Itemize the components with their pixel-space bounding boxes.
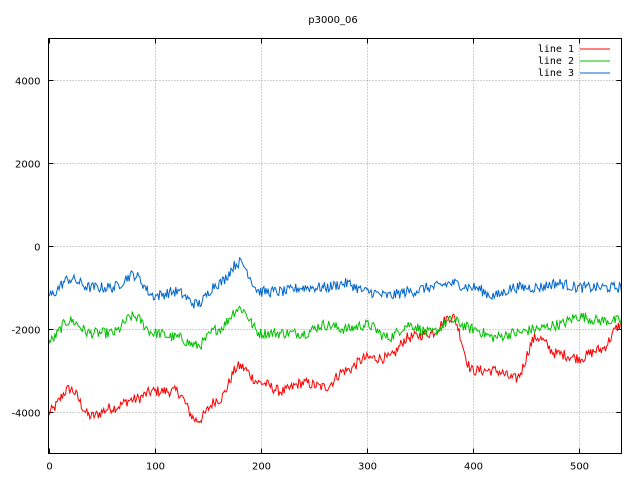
plot-frame — [48, 38, 622, 454]
y-tick-label: 0 — [34, 243, 40, 254]
x-tick-label: 300 — [358, 462, 377, 473]
chart-title: p3000_06 — [308, 15, 358, 26]
y-tick-label: -4000 — [11, 409, 40, 420]
series-lines — [48, 256, 622, 424]
grid-lines — [48, 38, 622, 454]
y-tick-label: 2000 — [15, 160, 40, 171]
axis-tick-labels: 0 100 200 300 400 500 -4000 -2000 0 2000 4000 — [11, 77, 589, 473]
axis-ticks — [48, 38, 622, 454]
x-tick-label: 500 — [570, 462, 589, 473]
x-tick-label: 400 — [464, 462, 483, 473]
series-line-3 — [48, 256, 622, 309]
y-tick-label: 4000 — [15, 77, 40, 88]
legend-label-1: line 1 — [538, 44, 574, 55]
legend-label-3: line 3 — [538, 68, 574, 79]
x-tick-label: 100 — [146, 462, 165, 473]
y-tick-label: -2000 — [11, 326, 40, 337]
x-tick-label: 200 — [252, 462, 271, 473]
legend-label-2: line 2 — [538, 56, 574, 67]
series-line-1 — [48, 313, 622, 424]
series-line-2 — [48, 305, 622, 351]
x-tick-label: 0 — [46, 462, 52, 473]
